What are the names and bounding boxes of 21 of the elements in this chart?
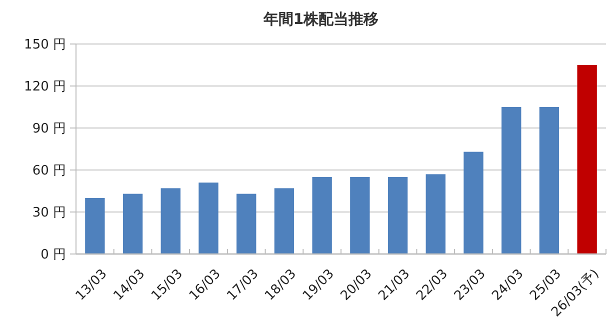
bar	[85, 198, 105, 254]
y-tick-label: 30 円	[32, 206, 66, 221]
bar	[539, 107, 560, 254]
bar	[122, 194, 143, 254]
bar	[502, 107, 522, 254]
bar	[236, 194, 256, 254]
chart-title: 年間1株配当推移	[262, 10, 379, 28]
bar	[464, 152, 484, 254]
bar	[350, 177, 370, 254]
y-tick-label: 60 円	[32, 164, 66, 179]
bar	[274, 188, 294, 254]
bar	[426, 174, 446, 254]
bar	[312, 177, 332, 254]
y-tick-label: 0 円	[40, 248, 66, 263]
bar	[160, 188, 180, 254]
y-tick-label: 90 円	[32, 122, 66, 137]
bar	[388, 177, 408, 254]
bar	[577, 65, 597, 254]
y-tick-label: 120 円	[24, 80, 66, 95]
y-tick-label: 150 円	[24, 38, 66, 53]
bar	[198, 182, 218, 254]
